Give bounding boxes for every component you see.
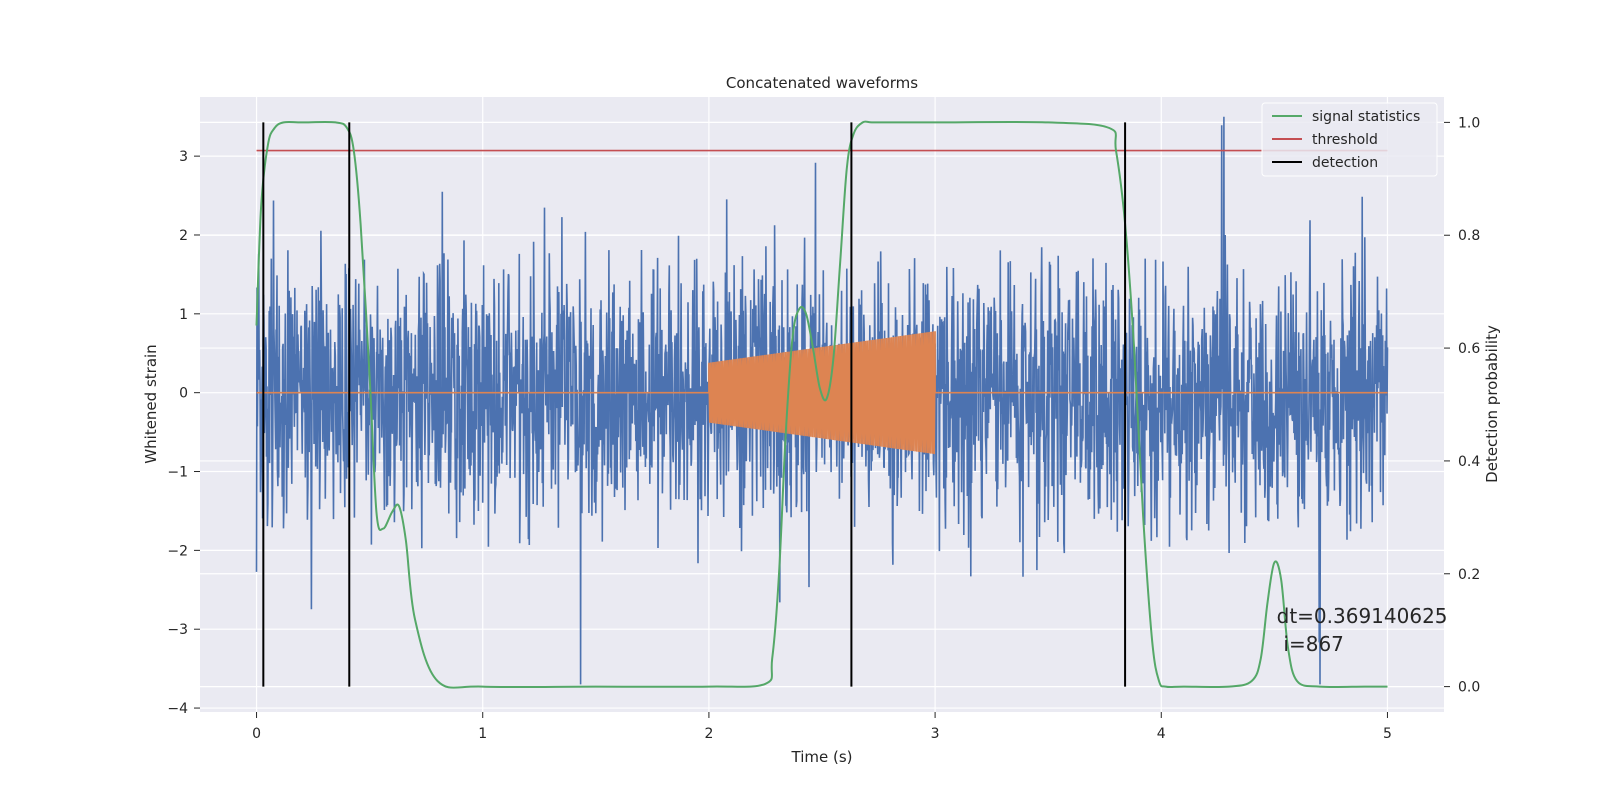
- y-axis-label-right: Detection probability: [1483, 325, 1501, 483]
- x-tick-label: 0: [252, 726, 261, 742]
- legend: signal statistics threshold detection: [1261, 102, 1438, 177]
- annotation-text: i=867: [1283, 632, 1344, 656]
- chart-title: Concatenated waveforms: [726, 74, 918, 92]
- annotation-text: dt=0.369140625: [1277, 604, 1448, 628]
- y-left-tick-label: 1: [179, 307, 188, 323]
- y-right-tick-label: 0.4: [1458, 454, 1480, 470]
- noise-series-line: [255, 116, 1389, 685]
- x-tick-label: 4: [1157, 726, 1166, 742]
- y-left-tick-label: −1: [167, 465, 188, 481]
- annotation-layer: dt=0.369140625 i=867: [1277, 604, 1448, 656]
- legend-label-threshold: threshold: [1312, 132, 1378, 148]
- data-layer: [255, 116, 1389, 689]
- legend-frame: [1261, 102, 1438, 177]
- legend-label-detection: detection: [1312, 155, 1378, 171]
- x-tick-label: 2: [704, 726, 713, 742]
- y-left-tick-label: −3: [167, 622, 188, 638]
- y-right-tick-label: 0.8: [1458, 228, 1480, 244]
- y-left-tick-label: 0: [179, 386, 188, 402]
- y-axis-label-left: Whitened strain: [142, 344, 160, 463]
- tick-layer: 0 1 2 3 4 5 −4 −3 −2 −1 0 1 2 3 0.0 0.2 0.4 0.6 0.8 1.0: [167, 115, 1480, 742]
- y-left-tick-label: −4: [167, 701, 188, 717]
- y-right-tick-label: 0.0: [1458, 680, 1480, 696]
- legend-label-signal-statistics: signal statistics: [1312, 109, 1420, 125]
- y-left-tick-label: −2: [167, 543, 188, 559]
- signal-statistics-line: [255, 120, 1388, 689]
- x-tick-label: 3: [931, 726, 940, 742]
- x-tick-label: 5: [1383, 726, 1392, 742]
- x-tick-label: 1: [478, 726, 487, 742]
- template-series-line: [256, 331, 1388, 455]
- y-left-tick-label: 3: [179, 149, 188, 165]
- x-axis-label: Time (s): [791, 748, 853, 766]
- y-right-tick-label: 0.2: [1458, 567, 1480, 583]
- y-right-tick-label: 1.0: [1458, 115, 1480, 131]
- y-left-tick-label: 2: [179, 228, 188, 244]
- y-right-tick-label: 0.6: [1458, 341, 1480, 357]
